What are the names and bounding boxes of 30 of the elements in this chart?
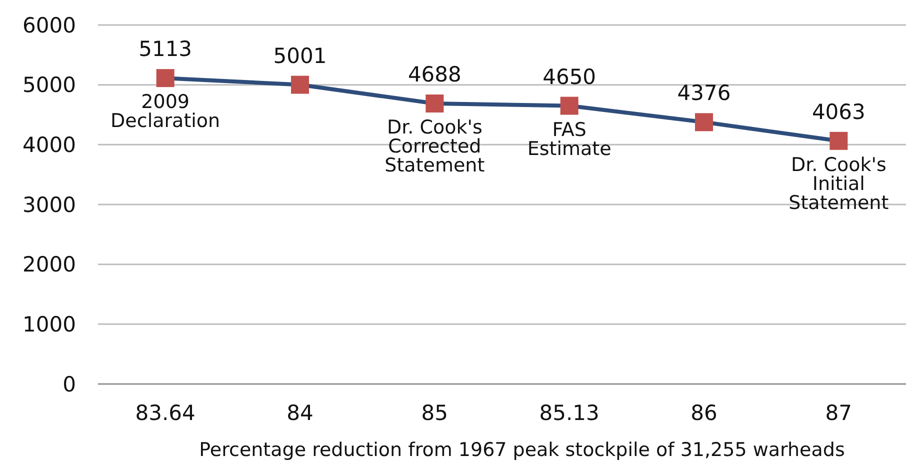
point	[426, 94, 444, 112]
x-tick-label: 87	[825, 401, 852, 425]
data-label: 4063	[812, 100, 866, 124]
point	[695, 113, 713, 132]
annotation: Dr. Cook's Corrected Statement	[384, 116, 485, 176]
x-tick-label: 86	[690, 401, 718, 425]
data-label: 4688	[408, 62, 462, 86]
y-tick-label: 0	[62, 372, 76, 396]
y-tick-label: 3000	[22, 192, 76, 217]
y-tick-label: 1000	[22, 312, 76, 337]
y-tick-label: 5000	[22, 73, 76, 98]
x-tick-label: 83.64	[135, 401, 196, 425]
data-label: 5113	[138, 37, 192, 62]
point	[156, 69, 174, 88]
point	[830, 132, 848, 150]
annotation: FAS Estimate	[527, 118, 612, 160]
point	[560, 96, 578, 115]
data-label: 5001	[273, 44, 327, 68]
x-tick-label: 85.13	[539, 401, 600, 425]
annotation: Dr. Cook's Initial Statement	[788, 154, 889, 214]
data-label: 4650	[542, 64, 596, 89]
y-tick-label: 6000	[22, 13, 76, 38]
point	[291, 76, 309, 94]
annotation: 2009 Declaration	[110, 91, 220, 132]
y-tick-label: 2000	[22, 252, 76, 277]
x-tick-label: 84	[286, 401, 314, 425]
data-label: 4376	[677, 81, 731, 106]
y-tick-label: 4000	[22, 133, 76, 158]
x-axis-title: Percentage reduction from 1967 peak stockpile of 31,255 warheads	[199, 439, 845, 461]
x-tick-label: 85	[421, 401, 448, 425]
